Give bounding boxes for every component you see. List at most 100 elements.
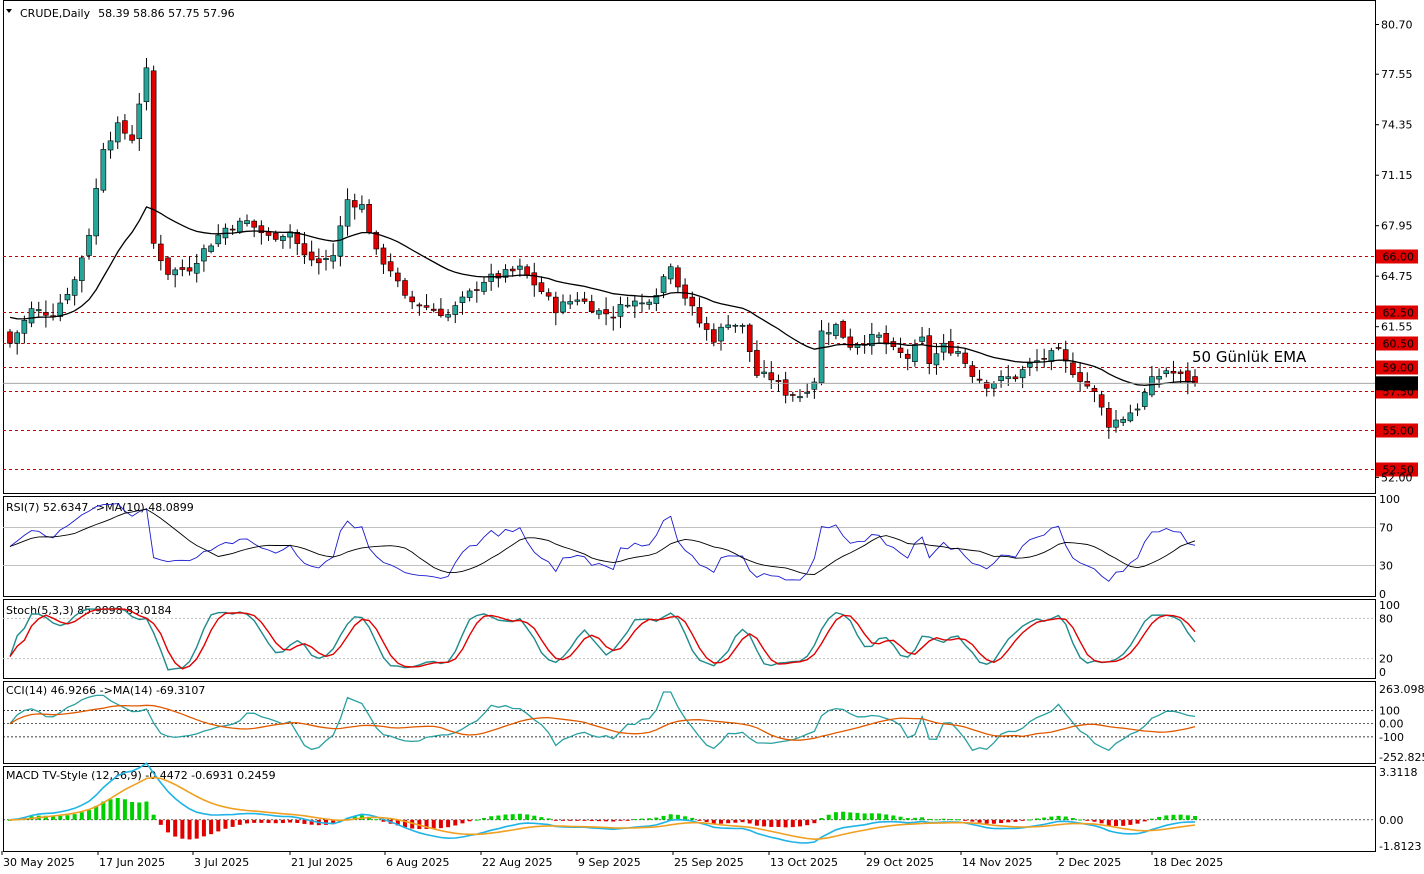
macd-histogram-bar [266,819,271,823]
macd-histogram-bar [589,819,594,822]
candle-body [1177,371,1184,374]
candle-body [344,199,351,227]
candle-body [933,353,940,366]
candle-body [481,281,487,292]
candle-body [1012,376,1019,380]
level-label-bg [1376,423,1418,438]
macd-histogram-bar [884,814,889,820]
stoch-frame [3,599,1376,679]
candle-body [904,353,911,359]
macd-histogram-bar [424,819,429,829]
macd-histogram-bar [1027,819,1032,821]
macd-histogram-bar [575,819,580,821]
current-price-label: 57.96 [1383,377,1415,390]
macd-histogram-bar [1070,817,1075,820]
time-axis-label: 18 Dec 2025 [1153,856,1223,869]
macd-histogram-bar [1193,815,1197,820]
macd-histogram-bar [496,815,501,820]
candle-body [301,243,308,256]
macd-histogram-bar [194,819,199,839]
candle-body [624,304,631,307]
candle-body [7,331,13,344]
candle-body [316,258,322,264]
indicator-axis-label: 0.00 [1379,814,1404,827]
candle-body [782,379,789,396]
macd-histogram-bar [1085,819,1090,821]
price-axis-label: 64.75 [1381,270,1413,283]
macd-histogram-bar [553,819,558,821]
macd-histogram-bar [984,819,989,824]
cci-frame [3,681,1376,764]
macd-histogram-bar [1020,819,1025,821]
macd-histogram-bar [776,819,781,827]
candle-body [797,396,803,399]
candle-body [969,365,976,377]
macd-histogram-bar [72,814,77,820]
macd-signal-line [9,776,1196,841]
macd-title: MACD TV-Style (12,26,9) -0.4472 -0.6931 … [6,769,276,782]
candle-body [825,332,832,335]
stoch-title: Stoch(5,3,3) 85.9898 83.0184 [6,604,172,617]
macd-histogram-bar [94,805,99,820]
macd-histogram-bar [596,819,601,822]
candle-body [452,305,459,315]
candle-body [667,266,674,280]
macd-histogram-bar [1128,819,1133,825]
candle-body [258,225,265,234]
candle-body [596,310,602,315]
indicator-axis-label: 0 [1379,666,1386,679]
candle-body [567,301,573,305]
macd-histogram-bar [905,817,910,820]
macd-histogram-bar [1092,819,1097,822]
candle-body [280,235,286,241]
dropdown-triangle-icon[interactable] [6,9,12,13]
candle-body [1120,419,1126,423]
candle-body [610,316,617,319]
macd-histogram-bar [209,819,214,835]
candle-body [660,276,667,293]
indicator-axis-label: -100 [1379,731,1404,744]
candle-body [653,295,660,304]
macd-histogram-bar [65,815,70,820]
macd-histogram-bar [991,819,996,824]
time-axis-label: 3 Jul 2025 [194,856,249,869]
candle-body [21,320,28,334]
candle-body [28,308,35,324]
macd-histogram-bar [1063,816,1068,820]
macd-histogram-bar [324,819,328,825]
macd-histogram-bar [762,819,767,827]
candle-body [574,299,581,302]
level-label: 62.50 [1383,307,1415,320]
candle-body [330,255,336,262]
macd-histogram-bar [582,819,587,821]
candle-body [1170,370,1177,374]
candle-body [617,304,624,317]
macd-histogram-bar [1142,819,1147,822]
stoch-k-line [9,607,1196,671]
candle-body [840,320,846,338]
candle-body [495,273,502,279]
macd-histogram-bar [769,819,774,827]
ema-annotation: 50 Günlük EMA [1192,348,1307,366]
candle-body [265,231,272,236]
macd-histogram-bar [273,819,278,824]
candle-body [1062,349,1069,362]
macd-histogram-bar [783,819,788,828]
candle-body [100,149,107,191]
macd-histogram-bar [130,802,135,820]
level-label: 60.50 [1383,338,1415,351]
macd-histogram-bar [288,819,293,823]
candle-body [718,326,724,342]
macd-histogram-bar [891,815,896,820]
candle-body [553,296,559,314]
candle-body [869,333,875,347]
candle-body [646,301,652,305]
candle-body [14,332,20,344]
candle-body [193,263,200,274]
macd-histogram-bar [1135,819,1140,824]
macd-histogram-bar [546,818,551,820]
macd-histogram-bar [87,810,91,820]
rsi-ma-line [9,508,1196,575]
candle-body [1156,376,1162,380]
price-axis-label: 77.55 [1381,68,1413,81]
